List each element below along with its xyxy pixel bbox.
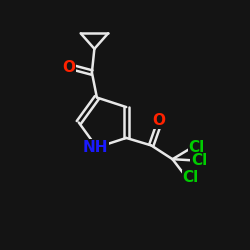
Text: Cl: Cl — [188, 140, 205, 156]
Text: O: O — [152, 113, 165, 128]
Text: Cl: Cl — [182, 170, 198, 186]
Text: O: O — [62, 60, 75, 75]
Text: Cl: Cl — [191, 153, 207, 168]
Text: NH: NH — [83, 140, 108, 155]
